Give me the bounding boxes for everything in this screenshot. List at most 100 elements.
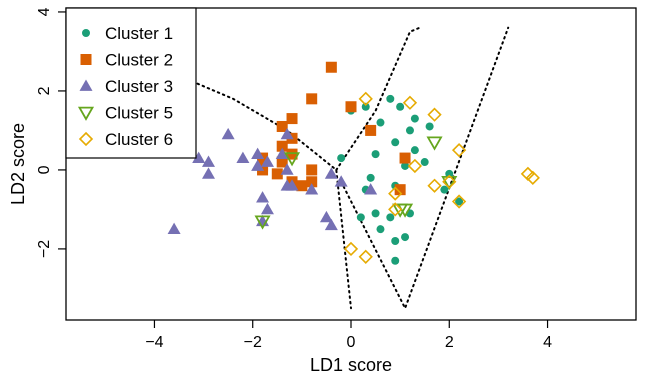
data-point [407, 158, 423, 174]
data-point [345, 101, 357, 113]
series-5 [343, 91, 540, 264]
data-point [337, 154, 346, 163]
data-point [391, 237, 400, 246]
y-tick-label: 0 [36, 165, 53, 174]
data-point [251, 159, 265, 171]
data-point [371, 150, 380, 159]
data-point [167, 222, 181, 235]
data-point [324, 167, 338, 179]
data-point [364, 183, 378, 195]
data-point [202, 167, 215, 179]
legend-label: Cluster 6 [105, 130, 173, 149]
data-point [451, 143, 467, 158]
y-axis: −2 0 2 4 [36, 7, 66, 258]
data-point [251, 147, 265, 160]
data-point [425, 122, 434, 131]
data-point [280, 127, 294, 140]
data-point [365, 124, 377, 136]
data-point [366, 173, 375, 182]
data-point [420, 158, 429, 167]
data-point [256, 191, 270, 203]
legend-label: Cluster 2 [105, 51, 173, 70]
data-point [358, 249, 373, 264]
data-point [324, 218, 338, 231]
data-point [276, 156, 288, 168]
data-point [402, 95, 418, 110]
legend-marker [82, 29, 90, 37]
data-point [401, 233, 410, 242]
data-point [376, 118, 385, 127]
data-point [280, 163, 294, 175]
data-point [306, 176, 318, 188]
legend: Cluster 1 Cluster 2 Cluster 3 Cluster 5 Clus… [65, 7, 197, 159]
data-point [286, 113, 298, 125]
data-point [451, 194, 467, 209]
data-point [405, 126, 414, 135]
series-3 [167, 127, 378, 235]
legend-item: Cluster 5 [77, 104, 173, 123]
data-point [306, 164, 318, 176]
data-point [401, 161, 410, 170]
data-point [260, 202, 274, 215]
y-tick-label: −2 [36, 240, 53, 258]
data-point [325, 61, 337, 73]
data-point [280, 179, 294, 191]
data-point [371, 209, 380, 218]
data-point [236, 151, 250, 163]
data-point [356, 213, 365, 222]
data-point [192, 151, 206, 163]
data-point [306, 93, 318, 105]
data-point [410, 146, 419, 155]
data-point [276, 140, 288, 152]
data-point [388, 186, 403, 201]
data-point [388, 202, 403, 217]
data-point [399, 152, 411, 164]
data-point [202, 155, 215, 167]
legend-marker [77, 106, 95, 121]
data-point [386, 94, 395, 103]
data-points [167, 61, 540, 265]
data-point [358, 91, 373, 106]
y-tick-label: 4 [36, 7, 53, 16]
legend-label: Cluster 3 [105, 77, 173, 96]
data-point [455, 197, 464, 206]
data-point [525, 170, 540, 185]
data-point [391, 256, 400, 265]
data-point [276, 120, 288, 132]
legend-marker [79, 79, 93, 91]
data-point [319, 210, 333, 223]
data-point [283, 152, 301, 167]
legend-marker [80, 54, 92, 65]
data-point [221, 127, 235, 140]
legend-item: Cluster 1 [82, 24, 173, 43]
data-point [286, 148, 298, 160]
x-tick-label: 2 [445, 334, 454, 351]
data-point [427, 178, 442, 193]
x-tick-label: 4 [543, 334, 552, 351]
legend-label: Cluster 5 [105, 104, 173, 123]
data-point [296, 180, 308, 192]
data-point [445, 169, 454, 178]
legend-marker [78, 131, 94, 147]
data-point [334, 175, 348, 187]
data-point [391, 138, 400, 147]
legend-item: Cluster 2 [80, 51, 173, 70]
data-point [361, 102, 370, 111]
data-point [376, 225, 385, 234]
data-point [271, 168, 283, 180]
x-axis: −4 −2 0 2 4 [145, 320, 552, 351]
data-point [426, 136, 443, 151]
data-point [396, 102, 405, 111]
x-tick-label: 0 [347, 334, 356, 351]
data-point [254, 215, 271, 230]
x-tick-label: −2 [244, 334, 262, 351]
data-point [442, 174, 457, 189]
legend-item: Cluster 6 [78, 130, 173, 149]
y-axis-label: LD2 score [8, 123, 28, 205]
legend-item: Cluster 3 [79, 77, 173, 96]
y-tick-label: 2 [36, 86, 53, 95]
data-point [397, 203, 414, 218]
legend-label: Cluster 1 [105, 24, 173, 43]
x-axis-label: LD1 score [310, 355, 392, 375]
